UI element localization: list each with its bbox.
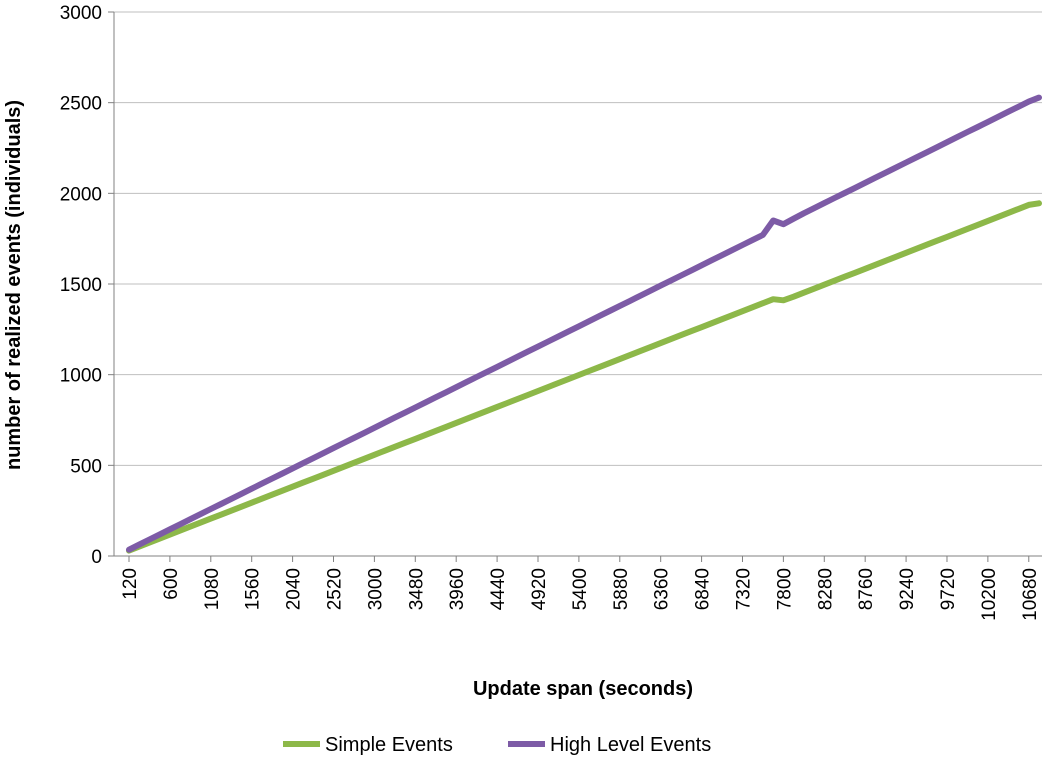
y-tick-label: 500 (70, 456, 102, 477)
x-tick-label: 1080 (202, 568, 223, 610)
y-axis-title: number of realized events (individuals) (3, 100, 25, 470)
x-tick-label: 10200 (979, 568, 1000, 621)
series-lines (126, 94, 1042, 554)
x-tick-label: 9720 (938, 568, 959, 610)
x-tick-label: 120 (120, 568, 141, 600)
legend: Simple Events High Level Events (283, 734, 711, 756)
x-tick-label: 5400 (570, 568, 591, 610)
x-tick-label: 7320 (733, 568, 754, 610)
x-tick-label: 3480 (406, 568, 427, 610)
x-tick-label: 4440 (488, 568, 509, 610)
x-tick-label: 8280 (815, 568, 836, 610)
x-tick-label: 8760 (856, 568, 877, 610)
x-tick-label: 6360 (652, 568, 673, 610)
y-tick-labels: 0 500 1000 1500 2000 2500 3000 (60, 3, 102, 568)
y-tick-label: 3000 (60, 3, 102, 24)
x-tick-label: 10680 (1020, 568, 1041, 621)
y-tick-label: 2500 (60, 94, 102, 115)
gridlines (108, 11, 1042, 557)
x-tick-label: 1560 (243, 568, 264, 610)
x-tick-label: 5880 (611, 568, 632, 610)
x-tick-label: 4920 (529, 568, 550, 610)
x-tick-label: 600 (161, 568, 182, 600)
y-tick-label: 2000 (60, 184, 102, 205)
legend-label: High Level Events (550, 734, 711, 756)
series-line-1 (126, 94, 1042, 553)
legend-label: Simple Events (325, 734, 453, 756)
x-tick-labels: 120 600 1080 1560 2040 2520 3000 3480 3960 4440 49… (120, 568, 1041, 621)
y-tick-label: 1500 (60, 275, 102, 296)
x-tick-label: 2520 (324, 568, 345, 610)
x-axis-title: Update span (seconds) (473, 678, 693, 700)
y-tick-label: 0 (91, 547, 102, 568)
y-tick-label: 1000 (60, 366, 102, 387)
x-tick-label: 7800 (774, 568, 795, 610)
x-tick-label: 2040 (284, 568, 305, 610)
series-line-0 (126, 200, 1042, 554)
x-tick-label: 3960 (447, 568, 468, 610)
x-tick-label: 3000 (365, 568, 386, 610)
x-tick-label: 6840 (693, 568, 714, 610)
axes (113, 12, 1042, 562)
x-tick-label: 9240 (897, 568, 918, 610)
